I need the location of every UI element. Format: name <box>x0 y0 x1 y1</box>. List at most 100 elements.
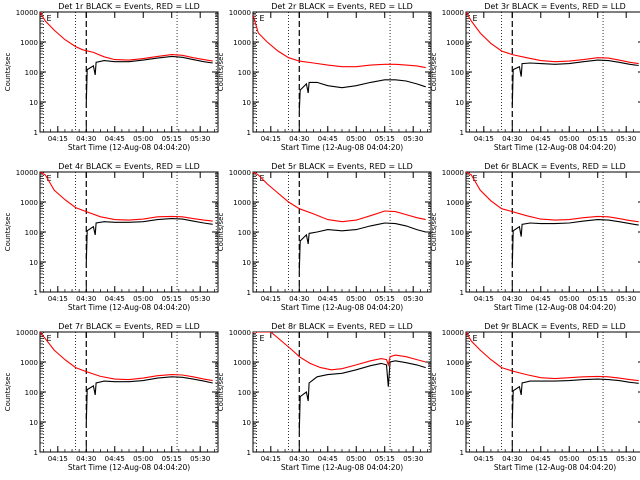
panel-title: Det 3r BLACK = Events, RED = LLD <box>484 2 626 11</box>
y-tick-label: 1000 <box>233 39 251 47</box>
panel: Det 8r BLACK = Events, RED = LLD 1 10 100 10… <box>217 322 432 472</box>
x-tick-label: 05:30 <box>616 135 636 143</box>
events-series-line <box>511 219 639 265</box>
panel: Det 9r BLACK = Events, RED = LLD 1 10 100 10… <box>430 322 640 472</box>
panel: Det 6r BLACK = Events, RED = LLD 1 10 100 10… <box>430 162 640 312</box>
plot-frame <box>39 171 219 293</box>
x-tick-label: 05:00 <box>346 295 366 303</box>
y-tick-label: 10000 <box>229 9 251 17</box>
plot-frame <box>465 171 640 293</box>
x-tick-label: 04:45 <box>531 295 551 303</box>
x-tick-label: 04:15 <box>261 135 281 143</box>
x-tick-label: 05:15 <box>162 295 182 303</box>
corner-marker: E <box>473 174 478 183</box>
y-tick-label: 100 <box>451 69 464 77</box>
x-axis-label: Start Time (12-Aug-08 04:04:20) <box>68 303 190 312</box>
y-tick-label: 100 <box>25 229 38 237</box>
plot-frame <box>252 171 432 293</box>
x-tick-label: 04:15 <box>48 135 68 143</box>
y-tick-label: 1 <box>460 449 464 457</box>
y-tick-label: 10 <box>455 419 464 427</box>
x-tick-label: 04:45 <box>105 455 125 463</box>
y-tick-label: 10000 <box>16 9 38 17</box>
x-tick-label: 04:30 <box>289 455 309 463</box>
panel-title: Det 2r BLACK = Events, RED = LLD <box>271 2 413 11</box>
events-series-line <box>511 378 639 423</box>
y-tick-label: 10000 <box>442 169 464 177</box>
x-tick-label: 04:15 <box>261 455 281 463</box>
lld-series-line <box>40 12 213 62</box>
corner-marker: E <box>260 14 265 23</box>
x-tick-label: 04:30 <box>502 135 522 143</box>
panel-title: Det 1r BLACK = Events, RED = LLD <box>58 2 200 11</box>
y-tick-label: 1000 <box>446 39 464 47</box>
panel: Det 2r BLACK = Events, RED = LLD 1 10 100 10… <box>217 2 432 152</box>
x-tick-label: 05:00 <box>559 135 579 143</box>
x-tick-label: 05:30 <box>190 455 210 463</box>
x-tick-label: 04:15 <box>261 295 281 303</box>
x-tick-label: 05:30 <box>403 295 423 303</box>
x-tick-label: 04:45 <box>531 135 551 143</box>
panel-title: Det 6r BLACK = Events, RED = LLD <box>484 162 626 171</box>
y-tick-label: 10 <box>29 99 38 107</box>
y-tick-label: 100 <box>238 69 251 77</box>
y-tick-label: 100 <box>451 389 464 397</box>
plot-frame <box>39 11 219 133</box>
y-axis-label: Counts/sec <box>217 213 225 252</box>
y-tick-label: 10000 <box>442 9 464 17</box>
x-tick-label: 04:30 <box>502 295 522 303</box>
y-axis-label: Counts/sec <box>217 373 225 412</box>
y-tick-label: 1000 <box>233 359 251 367</box>
y-tick-label: 10000 <box>16 169 38 177</box>
lld-series-line <box>253 172 426 223</box>
events-series-line <box>85 55 213 103</box>
x-tick-label: 05:00 <box>559 295 579 303</box>
x-tick-label: 05:15 <box>588 455 608 463</box>
events-series-line <box>298 79 426 112</box>
y-tick-label: 100 <box>25 69 38 77</box>
x-axis-label: Start Time (12-Aug-08 04:04:20) <box>68 143 190 152</box>
y-tick-label: 1 <box>460 289 464 297</box>
x-tick-label: 04:15 <box>474 135 494 143</box>
x-tick-label: 05:30 <box>616 295 636 303</box>
y-tick-label: 1 <box>247 449 251 457</box>
x-axis-label: Start Time (12-Aug-08 04:04:20) <box>281 143 403 152</box>
y-axis-label: Counts/sec <box>4 53 12 92</box>
x-tick-label: 05:00 <box>559 455 579 463</box>
x-tick-label: 04:45 <box>318 135 338 143</box>
x-tick-label: 04:30 <box>76 295 96 303</box>
x-tick-label: 04:15 <box>48 295 68 303</box>
panel-title: Det 8r BLACK = Events, RED = LLD <box>271 322 413 331</box>
corner-marker: E <box>260 334 265 343</box>
corner-marker: E <box>47 14 52 23</box>
lld-series-line <box>253 332 426 371</box>
x-tick-label: 05:00 <box>133 135 153 143</box>
x-axis-label: Start Time (12-Aug-08 04:04:20) <box>281 303 403 312</box>
x-tick-label: 04:15 <box>474 455 494 463</box>
y-axis-label: Counts/sec <box>4 373 12 412</box>
y-tick-label: 10 <box>242 99 251 107</box>
events-series-line <box>511 59 639 105</box>
x-tick-label: 05:30 <box>190 135 210 143</box>
y-tick-label: 1 <box>247 289 251 297</box>
y-tick-label: 10 <box>455 99 464 107</box>
panel-title: Det 9r BLACK = Events, RED = LLD <box>484 322 626 331</box>
y-axis-label: Counts/sec <box>4 213 12 252</box>
corner-marker: E <box>47 334 52 343</box>
x-tick-label: 04:15 <box>474 295 494 303</box>
y-tick-label: 10 <box>29 419 38 427</box>
x-tick-label: 04:30 <box>289 295 309 303</box>
x-tick-label: 05:15 <box>375 135 395 143</box>
y-tick-label: 1000 <box>233 199 251 207</box>
x-tick-label: 05:15 <box>375 295 395 303</box>
y-tick-label: 10 <box>242 419 251 427</box>
y-tick-label: 1 <box>247 129 251 137</box>
x-tick-label: 04:45 <box>531 455 551 463</box>
x-tick-label: 05:30 <box>403 135 423 143</box>
lld-series-line <box>40 172 213 222</box>
lld-series-line <box>253 14 426 69</box>
y-tick-label: 10000 <box>442 329 464 337</box>
y-tick-label: 1000 <box>20 359 38 367</box>
x-tick-label: 04:30 <box>289 135 309 143</box>
